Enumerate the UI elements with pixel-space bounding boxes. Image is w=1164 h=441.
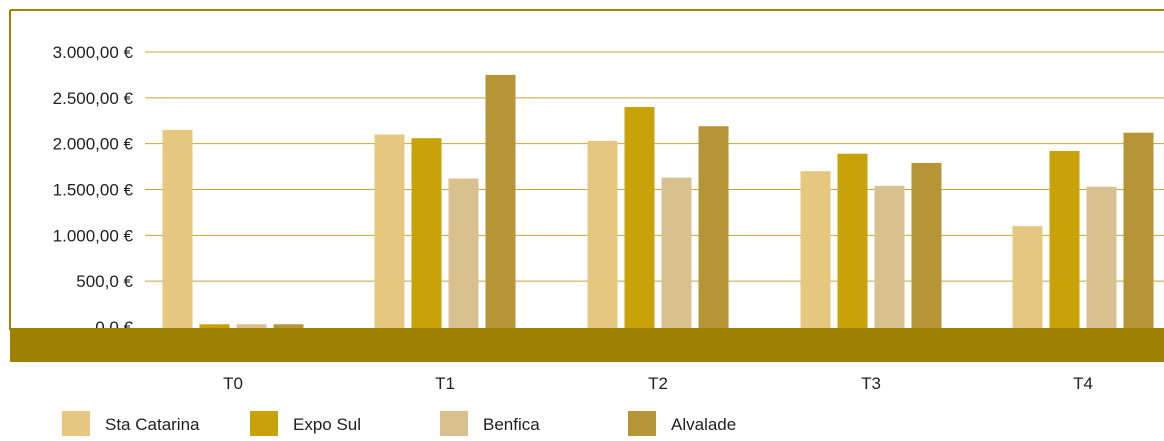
y-tick-label: 2.500,00 € [53,89,134,108]
bar-benfica-t4 [1086,186,1117,331]
chart-frame [9,9,1164,330]
bar-benfica-t3 [874,185,905,331]
legend-label: Sta Catarina [105,415,200,434]
bar-sta-catarina-t0 [162,129,193,331]
y-tick-label: 500,0 € [76,272,133,291]
bar-expo-sul-t0 [199,324,230,331]
bar-sta-catarina-t3 [800,171,831,331]
y-tick-label: 1.500,00 € [53,181,134,200]
bar-expo-sul-t2 [624,107,655,331]
bar-alvalade-t1 [485,74,516,332]
x-tick-label: T0 [223,374,243,393]
x-tick-label: T1 [435,374,455,393]
x-tick-label: T2 [648,374,668,393]
y-tick-label: 3.000,00 € [53,43,134,62]
y-tick-label: 2.000,00 € [53,135,134,154]
chart-floor [10,328,1164,362]
bar-benfica-t0 [236,324,267,331]
legend-label: Benfica [483,415,540,434]
floor-band [10,328,1164,362]
bar-benfica-t1 [448,178,479,331]
bar-sta-catarina-t1 [374,134,405,331]
bar-alvalade-t3 [911,162,942,331]
legend-label: Expo Sul [293,415,361,434]
legend-swatch [62,411,90,436]
bar-sta-catarina-t2 [587,140,618,331]
y-tick-label: 1.000,00 € [53,226,134,245]
bar-expo-sul-t3 [837,153,868,331]
legend: Sta Catarina Expo Sul Benfica Alvalade [62,411,736,436]
bar-benfica-t2 [661,177,692,331]
bar-expo-sul-t4 [1049,151,1080,331]
legend-swatch [628,411,656,436]
bar-alvalade-t2 [698,126,729,331]
bar-alvalade-t4 [1123,132,1154,331]
bar-sta-catarina-t4 [1012,226,1043,331]
legend-swatch [440,411,468,436]
x-tick-label: T3 [861,374,881,393]
x-axis-ticks: T0 T1 T2 T3 T4 [223,374,1093,393]
x-tick-label: T4 [1073,374,1093,393]
legend-swatch [250,411,278,436]
legend-label: Alvalade [671,415,736,434]
bar-expo-sul-t1 [411,138,442,331]
bars [162,74,1154,332]
y-axis-ticks: 0,0 €500,0 €1.000,00 €1.500,00 €2.000,00… [53,43,134,337]
bar-alvalade-t0 [273,324,304,331]
